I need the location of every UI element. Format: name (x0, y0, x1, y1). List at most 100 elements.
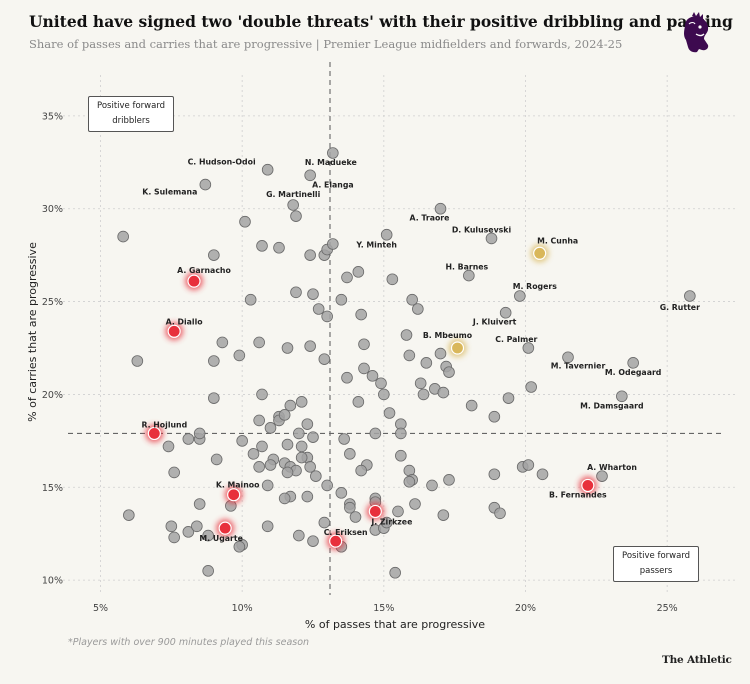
data-point (233, 540, 246, 553)
point-label: A. Diallo (166, 317, 204, 326)
data-point (684, 290, 696, 302)
data-point (193, 498, 206, 510)
x-tick-label: 15% (373, 603, 394, 614)
dribblers-callout-line1: Positive forward (97, 101, 166, 111)
data-point (380, 516, 393, 529)
data-point (304, 340, 316, 352)
data-point (494, 507, 506, 520)
data-point (355, 464, 367, 477)
data-point (236, 435, 248, 447)
point-label: C. Palmer (495, 335, 537, 344)
data-point (395, 427, 407, 440)
data-point (117, 230, 129, 243)
data-point (304, 461, 316, 473)
point-label: K. Mainoo (216, 481, 260, 490)
data-point (443, 366, 455, 378)
point-label: H. Barnes (445, 263, 488, 272)
highlighted-point (450, 341, 465, 355)
point-label: A. Wharton (587, 463, 637, 472)
data-point (210, 453, 223, 466)
data-point (264, 459, 277, 471)
data-point (293, 427, 305, 440)
dribblers-callout-line2: dribblers (112, 116, 150, 126)
point-label: M. Ugarte (199, 534, 242, 543)
data-point (403, 349, 416, 362)
data-point (321, 479, 333, 492)
data-point (301, 490, 314, 503)
highlighted-point (167, 324, 181, 338)
data-point (335, 293, 348, 306)
chart-subtitle: Share of passes and carries that are pro… (29, 37, 623, 51)
chart-title: United have signed two 'double threats' … (29, 12, 733, 31)
data-point (344, 501, 356, 514)
data-point (318, 516, 331, 529)
data-point (162, 440, 175, 453)
point-label: C. Hudson-Odoi (188, 158, 256, 167)
highlighted-point (227, 488, 241, 502)
data-point (443, 474, 455, 486)
data-point (131, 355, 144, 367)
point-label: A. Traore (410, 214, 450, 223)
data-point (256, 388, 268, 401)
data-point (182, 526, 195, 538)
data-point (253, 461, 265, 473)
data-point (202, 529, 214, 542)
data-point (426, 479, 438, 492)
y-tick-label: 15% (42, 483, 63, 494)
data-point (208, 392, 220, 404)
axis-ticks: 5% 10% 15% 20% 25% 10% 15% 20% 25% 30% 35% (42, 111, 678, 614)
data-point (301, 418, 314, 430)
data-point (386, 273, 399, 286)
passers-callout-line2: passers (639, 566, 673, 576)
data-point (366, 370, 379, 382)
data-point (627, 357, 639, 369)
point-label: A. Garnacho (177, 266, 231, 275)
data-point (485, 232, 498, 245)
data-point (392, 505, 404, 518)
y-tick-label: 10% (42, 576, 63, 587)
point-label: J. Kluivert (472, 318, 517, 327)
reference-lines (68, 62, 722, 595)
data-point (295, 451, 308, 464)
highlighted-point (368, 504, 382, 519)
data-point (273, 241, 285, 254)
data-point (562, 351, 574, 364)
data-point (247, 448, 260, 460)
passers-callout: Positive forward passers (613, 546, 700, 582)
data-point (193, 427, 206, 440)
y-tick-label: 25% (42, 297, 63, 308)
highlighted-point (147, 426, 161, 441)
data-point (199, 178, 212, 191)
data-point (281, 466, 294, 479)
data-point (417, 388, 430, 401)
data-point (182, 433, 195, 445)
point-label: M. Damsgaard (580, 401, 643, 410)
point-label: J. Zirkzee (370, 517, 412, 526)
data-point (307, 535, 319, 547)
data-point (307, 431, 319, 443)
data-point (304, 249, 316, 261)
data-point (434, 347, 447, 360)
data-point (355, 308, 367, 321)
data-point (412, 303, 424, 315)
point-label: M. Odegaard (605, 368, 661, 377)
data-point (327, 238, 339, 250)
x-tick-label: 25% (657, 603, 678, 614)
point-label: M. Cunha (537, 236, 578, 245)
point-label: G. Rutter (660, 303, 700, 312)
premier-league-lion-icon (684, 12, 709, 53)
data-point (358, 338, 370, 351)
point-label: R. Hojlund (141, 420, 187, 429)
data-point (310, 470, 322, 482)
point-label: M. Tavernier (551, 361, 606, 370)
y-tick-label: 30% (42, 204, 63, 215)
highlighted-point (218, 521, 232, 535)
x-axis-label: % of passes that are progressive (305, 618, 485, 631)
data-point (514, 290, 526, 302)
data-point (616, 390, 628, 403)
data-point (463, 269, 475, 282)
data-point (256, 240, 268, 252)
data-point (191, 520, 203, 533)
data-point (293, 529, 305, 542)
data-point (488, 468, 501, 481)
